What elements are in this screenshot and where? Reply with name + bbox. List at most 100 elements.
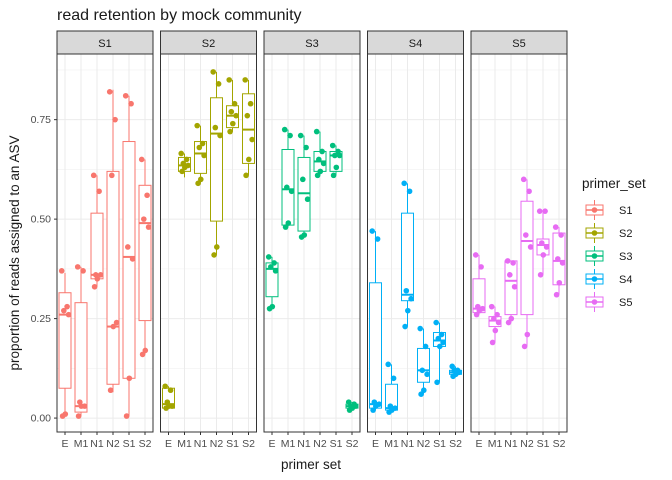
box-S5-S1 xyxy=(536,208,550,278)
data-point xyxy=(268,264,274,270)
data-point xyxy=(540,252,547,258)
data-point xyxy=(508,315,515,322)
data-point xyxy=(440,339,446,346)
box-S2-M1 xyxy=(178,150,191,178)
data-point xyxy=(162,383,168,390)
x-tick-label: N1 xyxy=(504,438,518,450)
data-point xyxy=(504,258,511,264)
data-point xyxy=(217,132,223,139)
x-tick-label: S2 xyxy=(553,438,566,450)
facet-strip-label: S4 xyxy=(409,38,422,50)
legend-label: S5 xyxy=(619,297,632,309)
data-point xyxy=(195,180,201,187)
x-tick-label: N1 xyxy=(90,438,104,450)
box-S4-E xyxy=(369,228,382,413)
data-point xyxy=(243,172,249,179)
box-S4-S1 xyxy=(433,319,446,386)
legend-item-S2: S2 xyxy=(583,222,632,244)
data-point xyxy=(492,327,499,334)
data-point xyxy=(403,287,410,294)
data-point xyxy=(424,371,430,378)
x-tick-label: E xyxy=(372,438,379,450)
data-point xyxy=(211,252,217,258)
x-tick-label: M1 xyxy=(384,438,399,450)
legend-item-S3: S3 xyxy=(583,245,632,267)
data-point xyxy=(281,126,288,133)
data-point xyxy=(242,77,248,83)
data-point xyxy=(167,387,174,394)
box-body xyxy=(74,302,88,413)
box-S2-S2 xyxy=(242,77,255,179)
facet-panel-S2: S2E M1 N1 N2 S1 S2 xyxy=(160,30,257,450)
data-point xyxy=(138,156,145,163)
x-tick-label: M1 xyxy=(281,438,296,450)
y-tick-label: 0.75 xyxy=(31,114,52,126)
data-point xyxy=(90,172,97,179)
data-point xyxy=(178,150,184,157)
box-S2-N1 xyxy=(194,122,207,187)
box-S3-S1 xyxy=(329,142,343,179)
data-point xyxy=(373,403,379,409)
data-point xyxy=(524,331,531,338)
box-S2-S1 xyxy=(226,77,239,135)
data-point xyxy=(386,409,392,415)
box-S3-M1 xyxy=(281,126,295,230)
box-S5-N2 xyxy=(520,176,534,350)
data-point xyxy=(125,244,131,250)
box-S5-M1 xyxy=(488,303,502,346)
data-point xyxy=(297,132,304,139)
data-point xyxy=(336,152,343,159)
data-point xyxy=(196,144,203,151)
data-point xyxy=(112,116,118,123)
legend: primer_set S1 S2 S3 S4 S5 xyxy=(582,176,646,313)
legend-title: primer_set xyxy=(582,176,646,191)
data-point xyxy=(553,291,560,298)
legend-label: S4 xyxy=(619,274,632,286)
data-point xyxy=(129,256,136,262)
data-point xyxy=(179,168,185,175)
box-S3-S2 xyxy=(345,399,359,413)
facet-strip-label: S5 xyxy=(512,38,525,50)
data-point xyxy=(183,156,190,163)
chart-title: read retention by mock community xyxy=(57,7,302,24)
data-point xyxy=(408,295,414,302)
box-body xyxy=(520,200,534,316)
data-point xyxy=(542,208,548,214)
data-point xyxy=(97,272,104,278)
box-S3-E xyxy=(265,254,279,312)
data-point xyxy=(555,256,561,262)
data-point xyxy=(303,144,309,151)
legend-key-point xyxy=(591,299,598,305)
box-S3-N1 xyxy=(297,132,311,240)
panel-background xyxy=(57,54,153,432)
data-point xyxy=(329,142,336,149)
box-body xyxy=(106,170,120,385)
data-point xyxy=(495,319,502,326)
box-S1-M1 xyxy=(74,264,88,419)
data-point xyxy=(374,236,381,242)
data-point xyxy=(489,339,496,346)
box-body xyxy=(138,184,152,322)
data-point xyxy=(510,260,516,266)
data-point xyxy=(109,172,115,179)
data-point xyxy=(230,120,236,127)
data-point xyxy=(78,403,85,409)
data-point xyxy=(330,172,337,179)
data-point xyxy=(126,375,133,382)
x-tick-label: M1 xyxy=(177,438,192,450)
x-tick-label: S2 xyxy=(346,438,359,450)
data-point xyxy=(320,160,327,167)
data-point xyxy=(233,112,239,119)
box-S4-N1 xyxy=(401,180,414,330)
panel-background xyxy=(471,54,567,432)
data-point xyxy=(433,319,440,326)
data-point xyxy=(491,315,497,322)
data-point xyxy=(210,69,216,75)
data-point xyxy=(422,343,429,350)
data-point xyxy=(128,100,134,107)
data-point xyxy=(106,89,113,95)
data-point xyxy=(316,156,322,163)
data-point xyxy=(75,413,82,419)
x-tick-label: N1 xyxy=(401,438,415,450)
